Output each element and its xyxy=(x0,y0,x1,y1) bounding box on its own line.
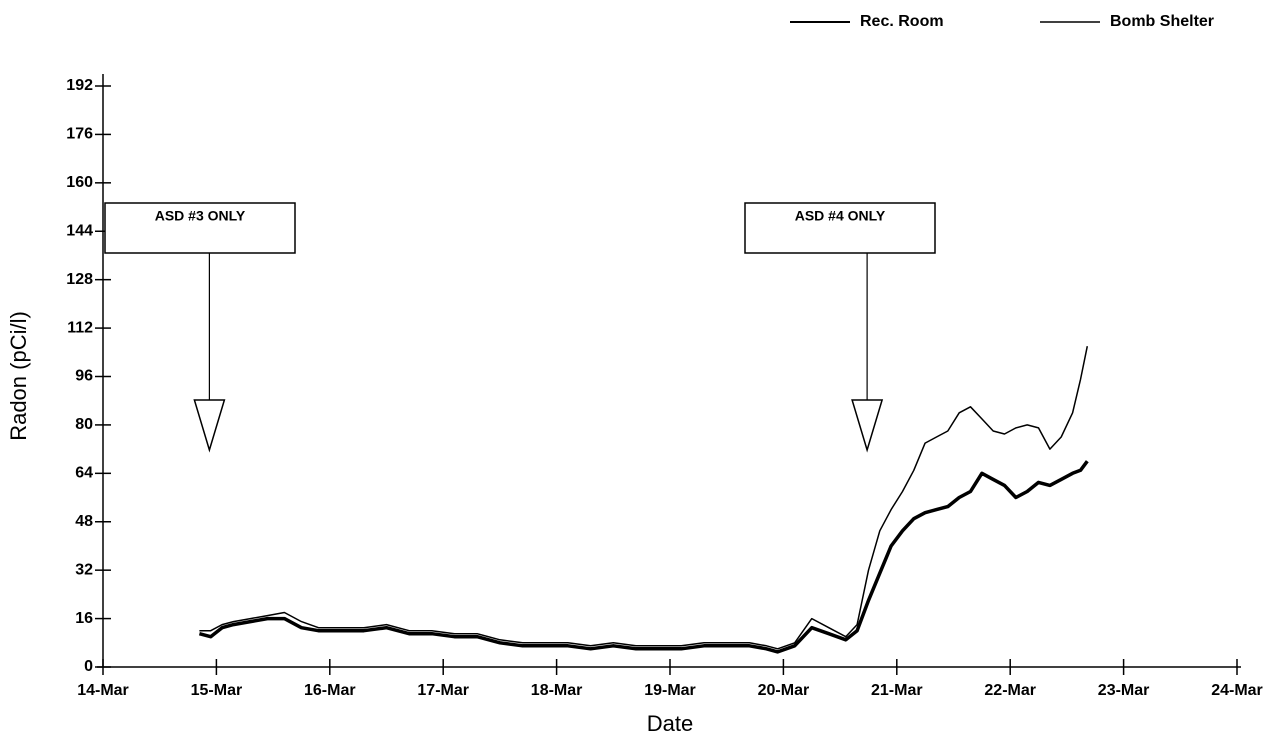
y-tick-label: 16 xyxy=(75,610,93,627)
y-tick-label: 160 xyxy=(66,174,93,191)
x-tick-label: 20-Mar xyxy=(758,682,810,699)
y-tick-label: 48 xyxy=(75,513,93,530)
data-line xyxy=(199,346,1089,650)
y-axis-label: Radon (pCi/l) xyxy=(6,311,31,441)
x-tick-label: 16-Mar xyxy=(304,682,356,699)
y-tick-label: 96 xyxy=(75,368,93,385)
y-tick-label: 80 xyxy=(75,416,93,433)
x-tick-label: 14-Mar xyxy=(77,682,129,699)
annotation-arrowhead xyxy=(851,399,884,453)
annotation-box xyxy=(744,202,936,254)
x-tick-label: 15-Mar xyxy=(191,682,243,699)
annotation-text: ASD #4 ONLY xyxy=(795,208,886,224)
y-tick-label: 112 xyxy=(67,319,93,336)
y-tick-label: 192 xyxy=(66,77,93,94)
y-tick-label: 144 xyxy=(66,222,93,239)
legend-label: Rec. Room xyxy=(860,13,944,30)
x-tick-label: 18-Mar xyxy=(531,682,583,699)
y-tick-label: 32 xyxy=(75,561,93,578)
y-tick-label: 176 xyxy=(66,126,93,143)
data-line xyxy=(198,460,1089,654)
legend-label: Bomb Shelter xyxy=(1110,13,1214,30)
x-tick-label: 17-Mar xyxy=(417,682,469,699)
x-tick-label: 19-Mar xyxy=(644,682,696,699)
annotation-arrowhead xyxy=(193,399,226,453)
annotation-text: ASD #3 ONLY xyxy=(155,208,246,224)
x-tick-label: 24-Mar xyxy=(1211,682,1263,699)
y-tick-label: 128 xyxy=(66,271,93,288)
x-tick-label: 21-Mar xyxy=(871,682,923,699)
x-axis-label: Date xyxy=(647,711,693,736)
annotation-box xyxy=(104,202,296,254)
y-tick-label: 64 xyxy=(75,465,93,482)
x-tick-label: 23-Mar xyxy=(1098,682,1150,699)
x-tick-label: 22-Mar xyxy=(984,682,1036,699)
y-tick-label: 0 xyxy=(84,658,93,675)
